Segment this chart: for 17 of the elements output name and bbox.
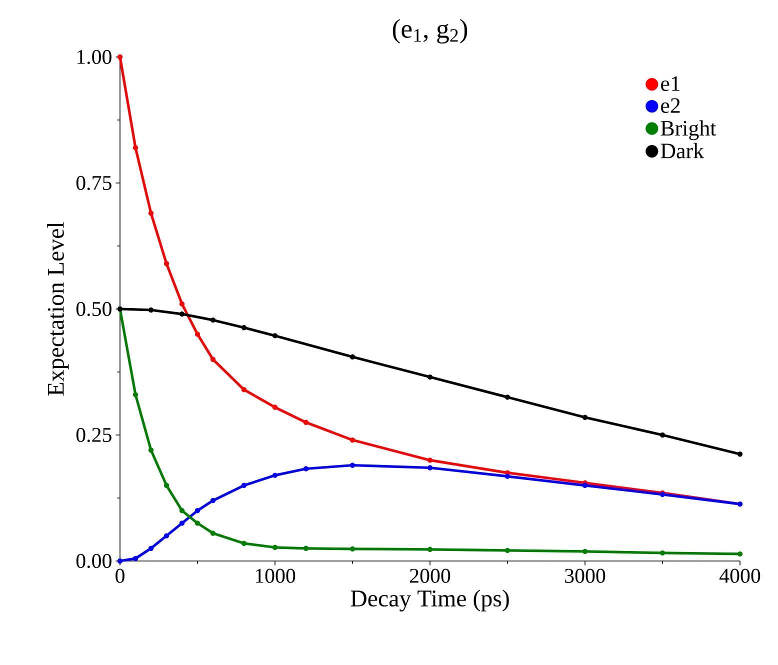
x-tick-label: 3000: [565, 568, 606, 583]
x-tick-label: 4000: [719, 568, 760, 583]
y-tick-label: 0.75: [76, 176, 112, 190]
y-tick-label: 1.00: [77, 50, 112, 64]
x-tick-label: 0: [116, 568, 124, 583]
legend-label: Dark: [660, 142, 704, 158]
legend-label: e2: [661, 98, 680, 113]
legend-label: Bright: [660, 120, 716, 140]
legend-label: e1: [661, 76, 680, 91]
y-tick-label: 0.00: [76, 554, 112, 568]
x-tick-label: 1000: [256, 568, 296, 583]
y-axis-title: Expectation Level: [47, 222, 69, 396]
x-tick-label: 2000: [410, 568, 450, 583]
x-axis-title: Decay Time (ps): [350, 590, 509, 612]
y-tick-label: 0.50: [76, 302, 112, 316]
chart-title: (e$_{1}$, g$_{2}$): [392, 19, 468, 44]
y-tick-label: 0.25: [76, 428, 112, 442]
